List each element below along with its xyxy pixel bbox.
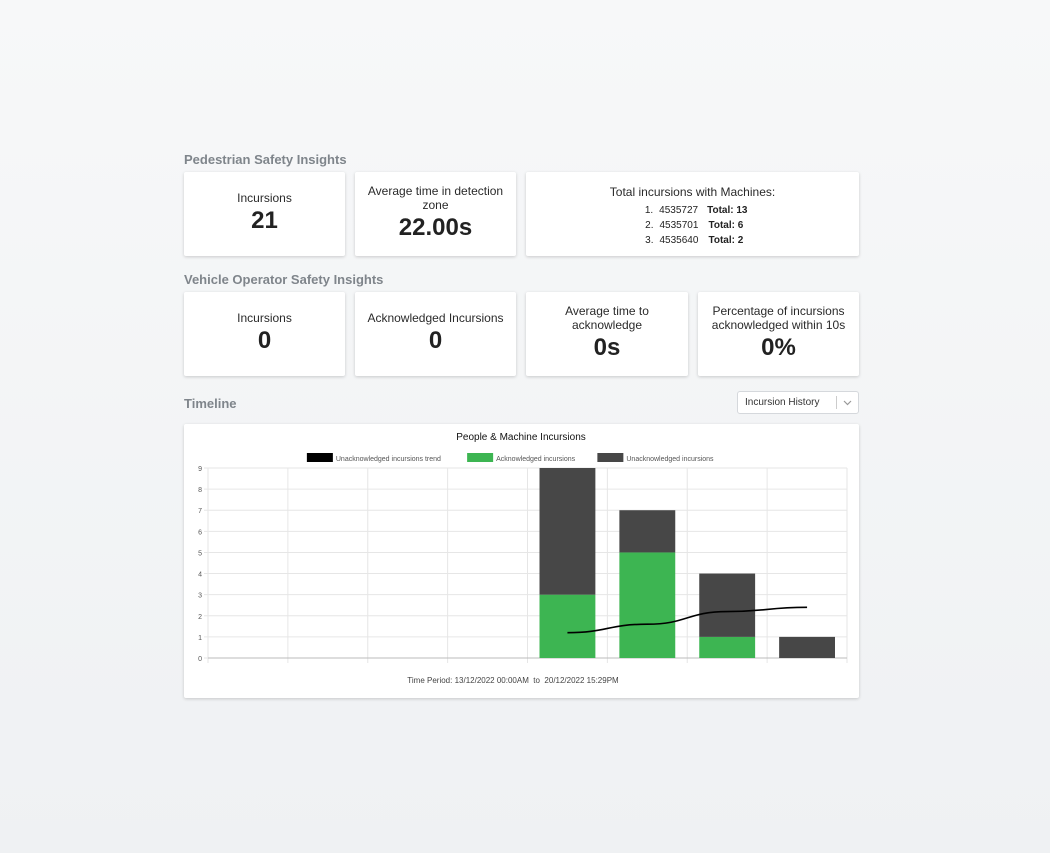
machine-id: 4535640 [659,235,699,246]
bar-segment [699,573,756,637]
y-tick-label: 4 [198,572,202,579]
legend-swatch [306,453,333,462]
pedestrian-section-title: Pedestrian Safety Insights [184,152,347,167]
percentage-acknowledged-label: Percentage of incursions acknowledged wi… [711,304,846,332]
timeline-section-title: Timeline [184,396,237,411]
machine-row: 1. 4535727 Total: 13 [638,203,748,218]
avg-time-acknowledge-label: Average time to acknowledge [565,304,649,332]
legend-label: Acknowledged incursions [496,456,575,463]
chart-grid [204,467,848,663]
pedestrian-incursions-label: Incursions [237,191,292,205]
acknowledged-incursions-value: 0 [428,327,443,354]
y-tick-label: 7 [198,508,202,515]
percentage-acknowledged-value: 0% [761,334,796,361]
bar-segment [619,510,676,553]
chevron-down-icon[interactable] [837,400,858,406]
y-tick-label: 0 [198,656,202,663]
pedestrian-incursions-value: 21 [251,207,278,234]
machine-total: Total: 2 [708,235,744,246]
chart-trend [567,606,808,634]
pedestrian-avg-time-value: 22.00s [398,214,473,241]
bar-segment [539,468,596,595]
machines-list: 1. 4535727 Total: 13 2. 4535701 Total: 6… [638,203,748,248]
y-tick-label: 1 [198,635,202,642]
legend-swatch [467,453,494,462]
machine-row: 3. 4535640 Total: 2 [638,233,748,248]
machine-id: 4535701 [659,220,699,231]
y-tick-label: 5 [198,550,202,557]
pedestrian-avg-time-label: Average time in detection zone [367,184,504,212]
machine-rank: 3. [645,235,654,246]
pedestrian-avg-time-card: Average time in detection zone 22.00s [355,172,516,256]
dashboard: Pedestrian Safety Insights Incursions 21… [184,0,859,853]
vehicle-incursions-label: Incursions [237,311,292,325]
pedestrian-incursions-card: Incursions 21 [184,172,345,256]
y-tick-label: 3 [198,593,202,600]
y-tick-label: 9 [198,466,202,473]
y-tick-label: 2 [198,614,202,621]
machine-total: Total: 13 [707,205,748,216]
timeline-select[interactable]: Incursion History [737,391,859,414]
machines-title: Total incursions with Machines: [609,185,776,199]
chart-bars [539,468,835,658]
incursions-chart: People & Machine Incursions Unacknowledg… [198,432,848,685]
bar-segment [619,552,676,658]
machines-card: Total incursions with Machines: 1. 45357… [526,172,859,256]
y-tick-label: 6 [198,529,202,536]
bar-segment [539,594,596,658]
chart-legend: Unacknowledged incursions trend Acknowled… [306,453,714,463]
machine-rank: 1. [644,205,654,216]
percentage-acknowledged-card: Percentage of incursions acknowledged wi… [698,292,859,376]
machine-total: Total: 6 [708,220,744,231]
timeline-select-value: Incursion History [745,397,820,408]
bar-segment [699,636,756,658]
vehicle-incursions-value: 0 [257,327,272,354]
avg-time-acknowledge-value: 0s [593,334,621,361]
machine-rank: 2. [645,220,654,231]
acknowledged-incursions-card: Acknowledged Incursions 0 [355,292,516,376]
avg-time-acknowledge-card: Average time to acknowledge 0s [526,292,688,376]
y-tick-label: 8 [198,487,202,494]
legend-label: Unacknowledged incursions [626,456,714,463]
acknowledged-incursions-label: Acknowledged Incursions [367,311,504,325]
legend-swatch [597,453,624,462]
legend-label: Unacknowledged incursions trend [336,456,441,463]
chart-y-axis: 0 1 2 3 4 5 6 7 8 9 [198,466,202,663]
vehicle-section-title: Vehicle Operator Safety Insights [184,272,384,287]
bar-segment [779,636,835,658]
chart-title: People & Machine Incursions [456,432,586,443]
chart-card: People & Machine Incursions Unacknowledg… [184,424,859,698]
trend-line [567,606,808,634]
machine-row: 2. 4535701 Total: 6 [638,218,748,233]
select-divider [836,396,837,409]
vehicle-incursions-card: Incursions 0 [184,292,345,376]
chart-footer: Time Period: 13/12/2022 00:00AM to 20/12… [407,676,619,685]
machine-id: 4535727 [659,205,699,216]
